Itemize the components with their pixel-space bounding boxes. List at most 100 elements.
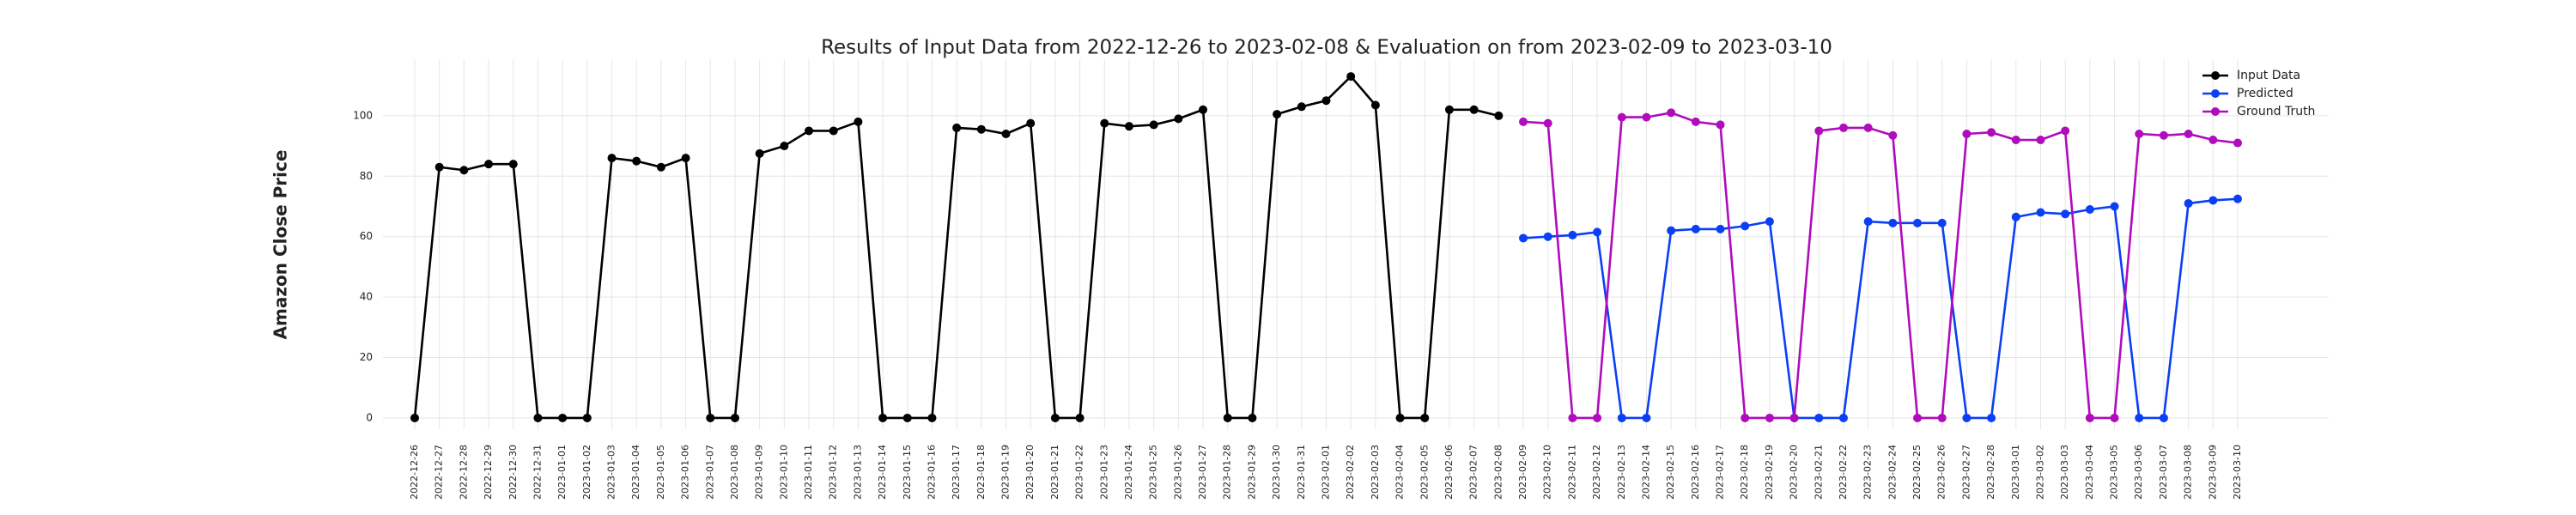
y-tick-label: 40: [360, 291, 373, 303]
x-tick-label: 2023-02-14: [1640, 445, 1651, 500]
point: [2233, 138, 2242, 148]
x-tick-label: 2022-12-31: [532, 445, 543, 500]
point: [434, 162, 444, 172]
legend-label: Input Data: [2237, 69, 2300, 82]
point: [1199, 105, 1208, 114]
x-tick-label: 2023-02-16: [1690, 445, 1701, 500]
point: [1913, 413, 1923, 422]
point: [1937, 413, 1947, 422]
point: [2184, 198, 2193, 208]
x-tick-label: 2023-02-23: [1862, 445, 1874, 500]
y-axis-label: Amazon Close Price: [270, 150, 291, 340]
x-tick-label: 2023-02-06: [1443, 445, 1455, 500]
point: [854, 117, 863, 126]
point: [1962, 129, 1971, 138]
x-tick-label: 2022-12-26: [409, 445, 420, 500]
point: [1913, 218, 1923, 227]
x-tick-label: 2023-02-03: [1370, 445, 1381, 500]
point: [2135, 413, 2144, 422]
point: [1568, 413, 1577, 422]
point: [1617, 413, 1626, 422]
x-tick-label: 2023-01-16: [926, 445, 937, 500]
point: [1174, 114, 1183, 124]
point: [2110, 202, 2119, 211]
point: [1741, 221, 1750, 231]
point: [1987, 413, 1996, 422]
point: [2085, 205, 2094, 215]
point: [1814, 413, 1824, 422]
y-tick-label: 0: [366, 411, 373, 423]
point: [1100, 118, 1109, 128]
point: [1050, 413, 1060, 422]
x-tick-label: 2023-03-08: [2183, 445, 2194, 500]
point: [2159, 130, 2168, 140]
x-tick-label: 2023-01-24: [1123, 445, 1134, 500]
point: [2110, 413, 2119, 422]
point: [902, 413, 912, 422]
point: [1001, 129, 1011, 138]
point: [730, 413, 739, 422]
point: [410, 413, 419, 422]
point: [2036, 208, 2045, 217]
point: [706, 413, 715, 422]
x-tick-label: 2023-02-15: [1665, 445, 1676, 500]
point: [1124, 122, 1133, 131]
x-tick-label: 2023-01-09: [754, 445, 765, 500]
point: [1297, 102, 1306, 112]
point: [1223, 413, 1232, 422]
line: [1522, 111, 2239, 420]
legend-marker: [2211, 71, 2220, 80]
x-tick-label: 2023-01-30: [1271, 445, 1282, 500]
point: [952, 123, 962, 132]
point: [484, 160, 494, 169]
point: [1273, 110, 1282, 119]
x-tick-label: 2023-02-19: [1764, 445, 1775, 500]
grid: [383, 59, 2329, 429]
x-tick-label: 2023-02-13: [1616, 445, 1627, 500]
x-tick-label: 2023-02-22: [1838, 445, 1849, 500]
x-tick-label: 2023-01-18: [975, 445, 987, 500]
point: [1543, 232, 1552, 241]
point: [656, 162, 665, 172]
point: [1617, 112, 1626, 122]
x-tick-label: 2023-01-06: [680, 445, 691, 500]
point: [632, 156, 641, 166]
x-tick-label: 2023-02-28: [1985, 445, 1996, 500]
point: [1765, 217, 1774, 227]
x-tick-label: 2023-02-26: [1936, 445, 1947, 500]
point: [1346, 72, 1356, 82]
x-tick-label: 2023-01-23: [1098, 445, 1109, 500]
x-tick-label: 2023-02-21: [1813, 445, 1824, 500]
x-tick-label: 2023-01-10: [778, 445, 789, 500]
point: [1395, 413, 1405, 422]
point: [1814, 126, 1824, 136]
x-tick-label: 2023-02-10: [1542, 445, 1553, 500]
x-tick-label: 2022-12-28: [458, 445, 469, 500]
point: [1691, 224, 1700, 233]
chart-title: Results of Input Data from 2022-12-26 to…: [821, 37, 1832, 59]
point: [1667, 226, 1676, 235]
x-tick-label: 2023-03-06: [2133, 445, 2144, 500]
x-tick-label: 2023-01-01: [556, 445, 568, 500]
point: [459, 166, 469, 175]
x-tick-label: 2023-01-27: [1197, 445, 1208, 500]
point: [1321, 96, 1331, 106]
x-tick-label: 2023-01-26: [1172, 445, 1183, 500]
point: [1863, 217, 1873, 227]
x-tick-label: 2023-03-02: [2034, 445, 2045, 500]
point: [829, 126, 838, 136]
point: [927, 413, 937, 422]
point: [607, 154, 617, 163]
point: [1716, 120, 1725, 130]
x-tick-label: 2023-01-12: [828, 445, 839, 500]
x-tick-label: 2023-01-11: [803, 445, 814, 500]
point: [1789, 413, 1799, 422]
point: [1691, 117, 1700, 126]
x-tick-label: 2023-02-08: [1492, 445, 1504, 500]
x-tick-label: 2022-12-27: [434, 445, 445, 500]
x-tick-label: 2022-12-30: [507, 445, 519, 500]
point: [1987, 128, 1996, 137]
x-tick-label: 2023-02-04: [1394, 445, 1406, 500]
y-tick-label: 100: [353, 109, 373, 121]
